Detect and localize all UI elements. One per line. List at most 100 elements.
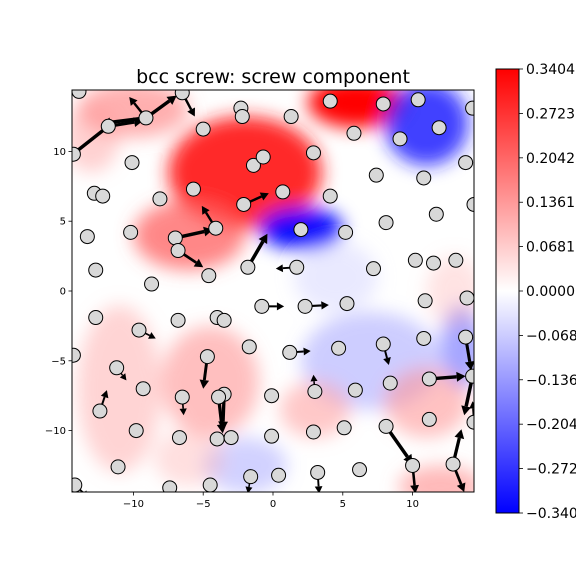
field-region bbox=[426, 256, 474, 326]
atom-marker bbox=[199, 349, 215, 365]
atom-marker bbox=[79, 229, 95, 245]
colorbar-tick-label: −0.2042 bbox=[526, 417, 576, 433]
atom-marker bbox=[243, 469, 259, 485]
atom-marker bbox=[322, 93, 338, 109]
atom-marker bbox=[100, 118, 116, 134]
atom-marker bbox=[283, 109, 299, 125]
atom-marker bbox=[88, 310, 104, 326]
atom-marker bbox=[368, 167, 384, 183]
atom-marker bbox=[466, 196, 474, 212]
atom-marker bbox=[124, 155, 140, 171]
atom-marker bbox=[234, 109, 250, 125]
atom-marker bbox=[195, 121, 211, 137]
colorbar-tick-label: −0.0681 bbox=[526, 328, 576, 344]
atom-marker bbox=[417, 293, 433, 309]
atom-marker bbox=[201, 268, 217, 284]
atom-marker bbox=[322, 188, 338, 204]
atom-marker bbox=[174, 389, 190, 405]
atom-marker bbox=[289, 259, 305, 275]
atom-marker bbox=[338, 224, 354, 240]
atom-marker bbox=[375, 96, 391, 112]
atom-marker bbox=[421, 411, 437, 427]
colorbar-gradient bbox=[495, 68, 520, 514]
field-region bbox=[279, 381, 350, 438]
atom-marker bbox=[466, 414, 474, 430]
field-region bbox=[203, 437, 287, 492]
atom-marker bbox=[347, 382, 363, 398]
atom-marker bbox=[110, 459, 126, 475]
atom-marker bbox=[382, 375, 398, 391]
x-tick-label: −10 bbox=[123, 499, 144, 510]
atom-marker bbox=[346, 125, 362, 141]
atom-marker bbox=[264, 428, 280, 444]
colorbar-tick-label: 0.1361 bbox=[526, 195, 575, 211]
atom-marker bbox=[458, 329, 474, 345]
field-region bbox=[293, 242, 378, 312]
atom-marker bbox=[72, 477, 83, 492]
atom-marker bbox=[255, 149, 271, 165]
atom-marker bbox=[431, 120, 447, 136]
atom-marker bbox=[174, 90, 190, 101]
atom-marker bbox=[138, 110, 154, 126]
atom-marker bbox=[245, 157, 261, 173]
atom-marker bbox=[275, 184, 291, 200]
colorbar-tick-label: −0.3404 bbox=[526, 506, 576, 522]
atom-marker bbox=[216, 312, 232, 328]
atom-marker bbox=[123, 224, 139, 240]
colorbar-tick-label: 0.2042 bbox=[526, 151, 575, 167]
atom-marker bbox=[405, 457, 421, 473]
atom-marker bbox=[72, 146, 81, 162]
atom-marker bbox=[410, 92, 426, 108]
atom-marker bbox=[310, 464, 326, 480]
atom-marker bbox=[375, 336, 391, 352]
colorbar-tick-label: −0.1361 bbox=[526, 373, 576, 389]
atom-marker bbox=[297, 298, 313, 314]
atom-marker bbox=[293, 222, 309, 238]
atom-marker bbox=[152, 191, 168, 207]
atom-marker bbox=[240, 259, 256, 275]
plot-area bbox=[72, 90, 474, 492]
atom-marker bbox=[339, 296, 355, 312]
atom-marker bbox=[378, 215, 394, 231]
atom-marker bbox=[307, 384, 323, 399]
atom-marker bbox=[202, 477, 218, 492]
y-tick-label: −10 bbox=[45, 426, 66, 437]
colorbar-tick-label: 0.0681 bbox=[526, 240, 575, 256]
atom-marker bbox=[109, 360, 125, 376]
atom-marker bbox=[445, 456, 461, 472]
field-region bbox=[440, 304, 474, 389]
chart-title: bcc screw: screw component bbox=[136, 66, 410, 88]
atom-marker bbox=[144, 276, 160, 292]
atom-marker bbox=[95, 188, 111, 204]
x-axis: −10 −5 0 5 10 bbox=[123, 492, 419, 510]
atom-marker bbox=[458, 155, 474, 171]
atom-marker bbox=[416, 170, 432, 186]
atom-marker bbox=[88, 262, 104, 278]
colorbar-tick-label: −0.2723 bbox=[526, 462, 576, 478]
colorbar-tick-label: 0.0000 bbox=[526, 284, 575, 300]
atom-marker bbox=[131, 322, 147, 338]
colorbar-tick-label: 0.3404 bbox=[526, 62, 575, 78]
atom-marker bbox=[241, 339, 257, 355]
atom-marker bbox=[392, 131, 408, 147]
atom-marker bbox=[72, 347, 81, 363]
atom-marker bbox=[92, 403, 108, 419]
field-region bbox=[384, 90, 469, 166]
atom-marker bbox=[223, 430, 239, 446]
x-tick-label: −5 bbox=[196, 499, 211, 510]
atom-marker bbox=[211, 389, 227, 405]
atom-marker bbox=[366, 261, 381, 277]
atom-marker bbox=[407, 252, 423, 268]
field-region bbox=[168, 116, 322, 229]
field-region bbox=[154, 430, 225, 487]
atom-marker bbox=[264, 388, 280, 404]
atom-marker bbox=[72, 90, 87, 99]
atom-marker bbox=[170, 312, 186, 328]
y-tick-label: 0 bbox=[60, 287, 66, 298]
y-tick-label: 10 bbox=[53, 147, 66, 158]
atom-marker bbox=[426, 255, 442, 271]
atom-marker bbox=[305, 145, 321, 161]
atom-marker bbox=[135, 381, 151, 397]
atom-marker bbox=[336, 420, 352, 436]
colorbar: 0.3404 0.2723 0.2042 0.1361 0.0681 0.0000 −0.0… bbox=[495, 62, 576, 522]
